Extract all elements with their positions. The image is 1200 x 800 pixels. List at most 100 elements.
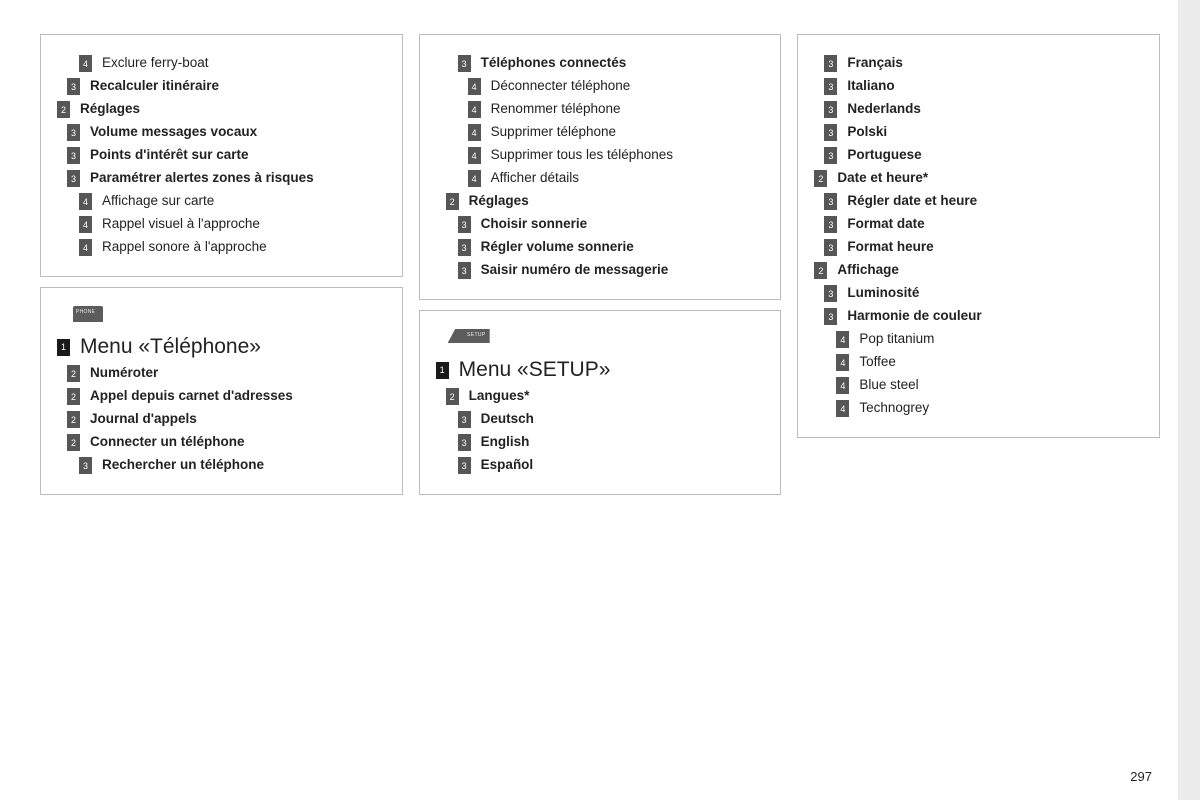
menu-item: 3Recalculer itinéraire (67, 78, 390, 95)
level-badge: 4 (79, 239, 92, 256)
menu-item-label: Nederlands (847, 101, 921, 117)
menu-item: 4Déconnecter téléphone (468, 78, 769, 95)
menu-item-label: Italiano (847, 78, 894, 94)
section-header: 1Menu «SETUP» (432, 329, 769, 382)
menu-item: 2Réglages (446, 193, 769, 210)
menu-item: 2 Journal d'appels (67, 411, 390, 428)
box: 1 Menu «Téléphone» 2Numéroter 2Appel depuis… (40, 287, 403, 495)
level-badge: 3 (824, 124, 837, 141)
menu-item-label: Technogrey (859, 400, 929, 416)
section-title-row: 1 Menu «Téléphone» (57, 335, 390, 359)
menu-item-label: Blue steel (859, 377, 918, 393)
menu-item: 4 Supprimer téléphone (468, 124, 769, 141)
level-badge: 3 (67, 78, 80, 95)
level-badge: 2 (814, 262, 827, 279)
level-badge: 3 (824, 147, 837, 164)
level-badge: 3 (67, 124, 80, 141)
level-badge: 2 (67, 411, 80, 428)
menu-item: 3 Volume messages vocaux (67, 124, 390, 141)
level-badge: 2 (67, 365, 80, 382)
level-badge: 3 (458, 262, 471, 279)
level-badge: 3 (824, 308, 837, 325)
menu-item: 3 Harmonie de couleur (824, 308, 1147, 325)
menu-item: 4Technogrey (836, 400, 1147, 417)
menu-item-label: Langues* (469, 388, 530, 404)
menu-item-label: Harmonie de couleur (847, 308, 981, 324)
menu-item-label: Rappel sonore à l'approche (102, 239, 267, 255)
level-badge: 4 (468, 170, 481, 187)
menu-item-label: Volume messages vocaux (90, 124, 257, 140)
menu-item: 3Rechercher un téléphone (79, 457, 390, 474)
menu-item-label: Déconnecter téléphone (491, 78, 631, 94)
menu-item-label: Téléphones connectés (481, 55, 627, 71)
menu-item-label: Affichage (837, 262, 899, 278)
level-badge: 1 (57, 339, 70, 356)
menu-item-label: Pop titanium (859, 331, 934, 347)
menu-item-label: Renommer téléphone (491, 101, 621, 117)
level-badge: 4 (468, 147, 481, 164)
menu-item: 2Appel depuis carnet d'adresses (67, 388, 390, 405)
menu-item: 3Luminosité (824, 285, 1147, 302)
menu-item-label: Supprimer téléphone (491, 124, 616, 140)
level-badge: 3 (824, 216, 837, 233)
menu-item-label: Réglages (80, 101, 140, 117)
menu-item: 4Exclure ferry-boat (79, 55, 390, 72)
menu-item: 4 Rappel sonore à l'approche (79, 239, 390, 256)
menu-item: 3 Choisir sonnerie (458, 216, 769, 233)
menu-item-label: Réglages (469, 193, 529, 209)
level-badge: 3 (67, 147, 80, 164)
column-1: 3Téléphones connectés4Déconnecter téléph… (419, 34, 782, 495)
level-badge: 2 (57, 101, 70, 118)
menu-item-label: Journal d'appels (90, 411, 197, 427)
menu-item: 3 Format heure (824, 239, 1147, 256)
level-badge: 2 (67, 388, 80, 405)
menu-item: 3Régler date et heure (824, 193, 1147, 210)
level-badge: 3 (824, 285, 837, 302)
menu-item: 3Italiano (824, 78, 1147, 95)
menu-item-label: Français (847, 55, 903, 71)
level-badge: 3 (458, 411, 471, 428)
menu-item-label: Polski (847, 124, 887, 140)
section-header: 1 Menu «Téléphone» (53, 306, 390, 359)
menu-item: 3 Español (458, 457, 769, 474)
menu-item: 4Blue steel (836, 377, 1147, 394)
menu-item: 2Numéroter (67, 365, 390, 382)
menu-item: 3Nederlands (824, 101, 1147, 118)
menu-item-label: Date et heure* (837, 170, 928, 186)
menu-item: 3 Français (824, 55, 1147, 72)
level-badge: 3 (67, 170, 80, 187)
section-title-text: Menu «SETUP» (459, 358, 611, 382)
menu-item: 2Date et heure* (814, 170, 1147, 187)
menu-item-label: Rappel visuel à l'approche (102, 216, 260, 232)
menu-item: 3Format date (824, 216, 1147, 233)
section-title-text: Menu «Téléphone» (80, 335, 261, 359)
level-badge: 3 (824, 55, 837, 72)
level-badge: 3 (458, 216, 471, 233)
menu-item: 3English (458, 434, 769, 451)
menu-item-label: Rechercher un téléphone (102, 457, 264, 473)
level-badge: 2 (446, 388, 459, 405)
menu-item-label: Choisir sonnerie (481, 216, 588, 232)
menu-item: 2 Réglages (57, 101, 390, 118)
menu-item-label: Español (481, 457, 534, 473)
menu-item-label: Régler volume sonnerie (481, 239, 634, 255)
menu-item: 4Supprimer tous les téléphones (468, 147, 769, 164)
menu-item: 4Renommer téléphone (468, 101, 769, 118)
level-badge: 3 (458, 55, 471, 72)
level-badge: 2 (67, 434, 80, 451)
level-badge: 3 (458, 457, 471, 474)
level-badge: 3 (824, 193, 837, 210)
menu-item: 4Toffee (836, 354, 1147, 371)
menu-item-label: Format heure (847, 239, 933, 255)
level-badge: 3 (824, 239, 837, 256)
level-badge: 3 (458, 239, 471, 256)
menu-item-label: Portuguese (847, 147, 921, 163)
level-badge: 4 (468, 124, 481, 141)
level-badge: 4 (79, 193, 92, 210)
level-badge: 4 (79, 55, 92, 72)
menu-item: 3Paramétrer alertes zones à risques (67, 170, 390, 187)
menu-item: 4 Rappel visuel à l'approche (79, 216, 390, 233)
box: 1Menu «SETUP»2Langues*3Deutsch3English3E… (419, 310, 782, 495)
menu-item-label: Toffee (859, 354, 896, 370)
level-badge: 4 (79, 216, 92, 233)
